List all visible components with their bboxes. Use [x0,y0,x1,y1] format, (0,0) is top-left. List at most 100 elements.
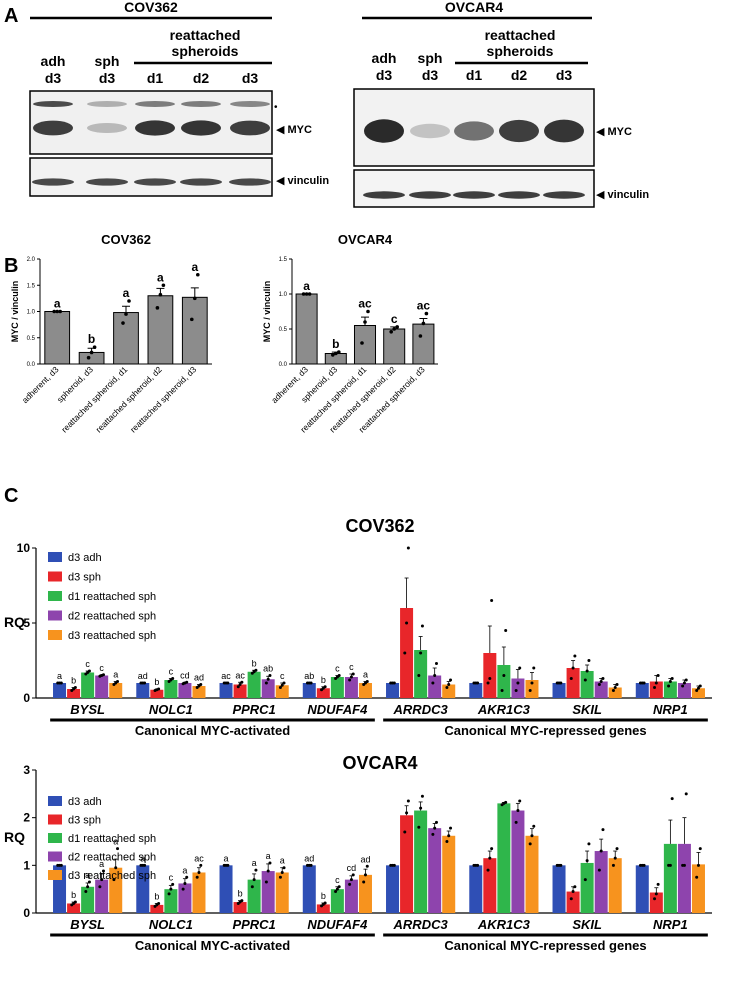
bar-d3-adh [302,865,316,913]
blot-band [230,101,270,107]
bar-d3-sph [67,903,81,913]
bar-d3-reattached-sph [192,872,206,913]
data-point [490,599,494,602]
data-point [334,351,338,356]
bar-d2-reattached-sph [261,679,275,698]
y-tick-label: 1.0 [27,310,36,316]
bar-d1-reattached-sph [497,803,511,913]
data-point [392,681,396,685]
data-point [681,684,685,688]
legend-swatch [48,610,62,621]
significance-letter: b [252,658,257,668]
data-point [167,892,171,896]
bar-d3-adh [469,865,483,913]
bar-d1-reattached-sph [164,889,178,913]
data-point [264,681,268,685]
data-point [405,811,409,815]
data-point [642,863,646,867]
blot-band [87,123,127,133]
data-point [266,869,270,873]
data-point [656,882,660,886]
band-label-myc: ◀ MYC [276,124,312,136]
data-point [254,668,258,672]
legend-entry: d1 reattached sph [68,833,156,845]
bar-d2-reattached-sph [428,828,442,913]
data-point [157,901,161,905]
legend-entry: d3 reattached sph [68,870,156,882]
bar-d1-reattached-sph [580,671,594,698]
data-point [100,878,104,882]
bar-d3-adh [219,865,233,913]
lane-label: d3 [556,67,573,83]
bar [412,323,435,365]
bar-d3-reattached-sph [691,688,705,698]
data-point [642,681,646,685]
data-point [449,678,453,682]
data-point [406,799,410,803]
gene-label: NRP1 [653,917,688,932]
blot-band [363,191,405,199]
y-tick-label: 1.0 [279,292,288,298]
significance-letter: c [99,663,104,673]
y-tick-label: 2 [23,811,30,825]
bar-d3-reattached-sph [109,867,123,913]
gene-label: NRP1 [653,702,688,717]
blot-band [135,120,175,136]
significance-letter: c [335,875,340,885]
gene-label: AKR1C3 [477,917,531,932]
panel-letter-a: A [4,5,18,27]
significance-letter: ac [417,299,431,313]
data-point [116,680,120,683]
chart-c-ovcar4: OVCAR40123RQabaaaBYSLabcaacNOLC1abaaaPPR… [4,753,712,953]
gene-label: NDUFAF4 [307,702,368,717]
data-point [360,341,364,345]
data-point [98,885,102,889]
x-tick-label: reattached spheroid, d2 [94,364,164,434]
data-point [682,681,686,685]
data-point [611,689,615,692]
chart-title: OVCAR4 [342,753,417,773]
data-point [559,681,563,685]
significance-letter: ac [194,853,204,863]
significance-letter: a [182,865,187,875]
data-point [86,885,90,889]
data-point [193,296,197,301]
data-point [476,681,480,685]
data-point [424,311,429,316]
bar [147,295,174,365]
bar-d3-reattached-sph [358,874,372,913]
data-point [323,901,327,905]
band-label-vinculin: ◀ vinculin [596,189,649,201]
bar-d3-adh [386,683,400,698]
data-point [240,680,244,684]
data-point [280,870,284,874]
data-point [337,885,341,889]
legend-entry: d3 sph [68,815,101,827]
data-point [301,292,306,296]
data-point [654,892,658,896]
bar-d3-adh [469,683,483,698]
data-point [684,678,688,682]
lane-label: d2 [511,67,528,83]
lane-label: sph [418,50,443,66]
bar-d1-reattached-sph [497,665,511,698]
data-point [433,674,437,677]
blot-band [181,120,221,136]
data-point [514,689,518,692]
data-point [601,677,605,680]
bar-d3-sph [400,608,414,698]
data-point [307,292,312,296]
data-point [573,654,577,658]
blot-ovcar4: OVCAR4 reattached spheroids adh d3 sph d… [353,0,649,208]
y-axis-label: MYC / vinculin [262,281,272,343]
bar-d3-adh [635,683,649,698]
data-point [698,684,702,688]
bar-d3-reattached-sph [275,872,289,913]
legend-swatch [48,851,62,862]
y-axis-label: RQ [4,614,25,630]
data-point [365,864,369,868]
significance-letter: a [57,671,62,681]
x-tick-label: reattached spheroid, d1 [59,364,129,434]
data-point [199,863,203,867]
legend-entry: d1 reattached sph [68,591,156,603]
